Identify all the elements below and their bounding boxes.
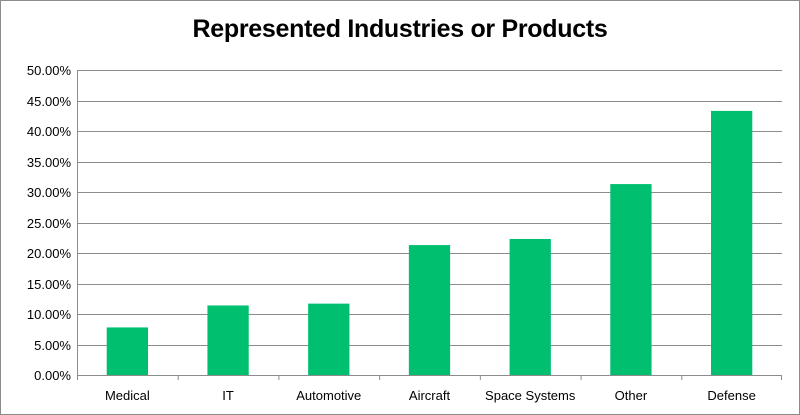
x-category-label: Defense — [707, 388, 755, 403]
bar-it — [207, 305, 249, 375]
bar-space-systems — [509, 238, 551, 375]
y-tick-label: 0.00% — [34, 368, 71, 383]
y-tick-label: 30.00% — [27, 185, 72, 200]
chart-title: Represented Industries or Products — [192, 15, 608, 43]
y-tick-label: 50.00% — [27, 63, 72, 78]
x-category-labels: Medical IT Automotive Aircraft Space Systems… — [105, 388, 756, 403]
bar-aircraft — [408, 245, 451, 375]
x-category-label: Aircraft — [409, 388, 451, 403]
y-tick-label: 45.00% — [27, 94, 72, 109]
bar-medical — [106, 327, 149, 375]
y-tick-label: 25.00% — [27, 216, 72, 231]
y-tick-label: 35.00% — [27, 155, 72, 170]
axes — [77, 70, 782, 380]
x-category-label: IT — [222, 388, 234, 403]
bars — [106, 110, 753, 376]
x-category-label: Space Systems — [485, 388, 576, 403]
y-tick-labels: 0.00% 5.00% 10.00% 15.00% 20.00% 25.00% 30.00%… — [27, 63, 72, 383]
y-tick-label: 5.00% — [34, 338, 71, 353]
y-tick-label: 20.00% — [27, 246, 72, 261]
y-tick-label: 15.00% — [27, 277, 72, 292]
y-tick-label: 10.00% — [27, 307, 72, 322]
bar-defense — [710, 110, 753, 376]
bar-other — [610, 184, 652, 375]
x-category-label: Other — [615, 388, 648, 403]
x-category-label: Medical — [105, 388, 150, 403]
bar-automotive — [308, 303, 350, 375]
x-category-label: Automotive — [296, 388, 361, 403]
y-tick-label: 40.00% — [27, 124, 72, 139]
